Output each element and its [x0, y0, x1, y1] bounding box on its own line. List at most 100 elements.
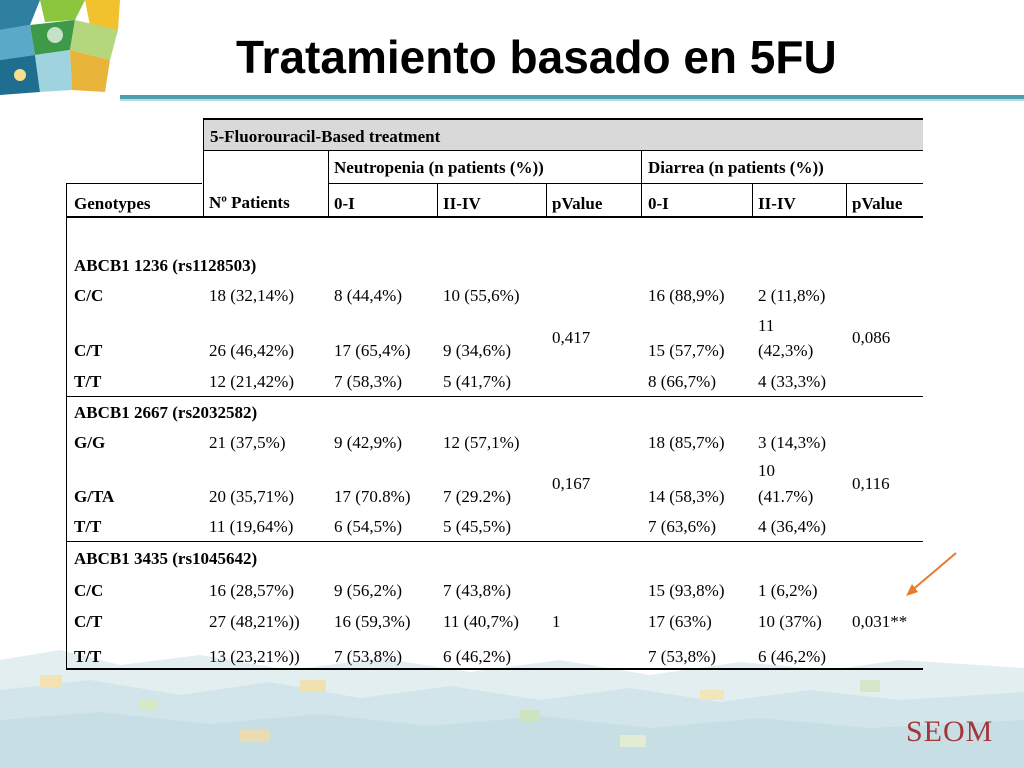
neut-0i-cell: 7 (58,3%) — [334, 372, 402, 391]
group-header: 5-Fluorouracil-Based treatment — [210, 127, 441, 146]
genotype-cell: C/T — [74, 612, 103, 631]
neut-iiiv-cell: 5 (45,5%) — [443, 517, 511, 536]
patients-cell: 27 (48,21%)) — [209, 612, 300, 631]
neut-iiiv-cell: 6 (46,2%) — [443, 647, 511, 666]
diar-0i-cell: 15 (93,8%) — [648, 581, 725, 600]
patients-cell: 16 (28,57%) — [209, 581, 294, 600]
corner-mosaic-logo — [0, 0, 120, 96]
title-accent-bar-light — [120, 99, 1024, 101]
neut-0i-cell: 9 (42,9%) — [334, 433, 402, 452]
section-title: ABCB1 2667 (rs2032582) — [74, 403, 258, 422]
rule — [328, 150, 329, 217]
orange-arrow-icon — [906, 552, 957, 596]
diar-0i-cell: 15 (57,7%) — [648, 341, 725, 360]
genotype-cell: G/TA — [74, 487, 115, 506]
neut-iiiv-cell: 7 (29.2%) — [443, 487, 511, 506]
neut-0i-cell: 17 (65,4%) — [334, 341, 411, 360]
diar-0i-cell: 17 (63%) — [648, 612, 712, 631]
diar-0i-cell: 7 (63,6%) — [648, 517, 716, 536]
neut-0i-cell: 7 (53,8%) — [334, 647, 402, 666]
neut-iiiv-cell: 12 (57,1%) — [443, 433, 520, 452]
genotype-cell: C/C — [74, 286, 104, 305]
genotype-cell: T/T — [74, 517, 102, 536]
neut-0i-cell: 17 (70.8%) — [334, 487, 411, 506]
diar-pvalue-cell: 0,031** — [852, 612, 908, 631]
diar-iiiv-cell: 4 (33,3%) — [758, 372, 826, 391]
neutropenia-header: Neutropenia (n patients (%)) — [334, 158, 544, 177]
rule — [328, 183, 923, 184]
rule — [203, 118, 204, 217]
seom-logo-text: SEOM — [906, 715, 994, 748]
rule — [641, 150, 642, 217]
page-title: Tratamiento basado en 5FU — [236, 31, 837, 83]
col-diar-pvalue: pValue — [852, 194, 903, 213]
col-neut-pvalue: pValue — [552, 194, 603, 213]
neut-0i-cell: 8 (44,4%) — [334, 286, 402, 305]
neut-0i-cell: 9 (56,2%) — [334, 581, 402, 600]
patients-cell: 26 (46,42%) — [209, 341, 294, 360]
diar-iiiv-cell-cont: (42,3%) — [758, 341, 814, 360]
rule — [752, 183, 753, 217]
rule — [204, 150, 923, 151]
diar-iiiv-cell: 10 (37%) — [758, 612, 822, 631]
genotype-cell: T/T — [74, 647, 102, 666]
rule — [66, 183, 67, 669]
patients-cell: 21 (37,5%) — [209, 433, 286, 452]
diarrea-header: Diarrea (n patients (%)) — [648, 158, 824, 177]
col-genotypes: Genotypes — [74, 194, 151, 213]
neut-iiiv-cell: 9 (34,6%) — [443, 341, 511, 360]
col-patients: Nº Patients — [209, 193, 290, 212]
diar-0i-cell: 14 (58,3%) — [648, 487, 725, 506]
genotype-cell: C/C — [74, 581, 104, 600]
patients-cell: 11 (19,64%) — [209, 517, 294, 536]
patients-cell: 20 (35,71%) — [209, 487, 294, 506]
neut-0i-cell: 6 (54,5%) — [334, 517, 402, 536]
col-diar-iiiv: II-IV — [758, 194, 796, 213]
rule — [846, 183, 847, 217]
bottom-mosaic-decoration — [0, 620, 1024, 768]
neut-iiiv-cell: 5 (41,7%) — [443, 372, 511, 391]
patients-cell: 13 (23,21%)) — [209, 647, 300, 666]
genotype-cell: T/T — [74, 372, 102, 391]
patients-cell: 18 (32,14%) — [209, 286, 294, 305]
neut-pvalue-cell: 1 — [552, 612, 561, 631]
diar-pvalue-cell: 0,116 — [852, 474, 890, 493]
diar-iiiv-cell-cont: (41.7%) — [758, 487, 814, 506]
neut-iiiv-cell: 10 (55,6%) — [443, 286, 520, 305]
genotype-cell: C/T — [74, 341, 103, 360]
diar-0i-cell: 16 (88,9%) — [648, 286, 725, 305]
rule — [204, 118, 923, 120]
rule — [437, 183, 438, 217]
diar-iiiv-cell: 6 (46,2%) — [758, 647, 826, 666]
col-neut-iiiv: II-IV — [443, 194, 481, 213]
diar-iiiv-cell: 11 — [758, 316, 775, 335]
diar-pvalue-cell: 0,086 — [852, 328, 891, 347]
section-title: ABCB1 3435 (rs1045642) — [74, 549, 258, 568]
rule — [66, 668, 923, 670]
col-neut-0i: 0-I — [334, 194, 355, 213]
diar-iiiv-cell: 4 (36,4%) — [758, 517, 826, 536]
col-diar-0i: 0-I — [648, 194, 669, 213]
diar-0i-cell: 18 (85,7%) — [648, 433, 725, 452]
table-header-fill — [204, 119, 923, 151]
rule — [66, 216, 923, 218]
title-accent-bar — [120, 95, 1024, 99]
diar-iiiv-cell: 3 (14,3%) — [758, 433, 826, 452]
diar-0i-cell: 7 (53,8%) — [648, 647, 716, 666]
patients-cell: 12 (21,42%) — [209, 372, 294, 391]
section-title: ABCB1 1236 (rs1128503) — [74, 256, 257, 275]
rule — [66, 396, 923, 397]
neut-pvalue-cell: 0,417 — [552, 328, 591, 347]
neut-pvalue-cell: 0,167 — [552, 474, 591, 493]
genotype-cell: G/G — [74, 433, 106, 452]
neut-iiiv-cell: 11 (40,7%) — [443, 612, 519, 631]
rule — [66, 183, 202, 184]
rule — [66, 541, 923, 542]
diar-iiiv-cell: 10 — [758, 461, 775, 480]
diar-iiiv-cell: 2 (11,8%) — [758, 286, 826, 305]
diar-iiiv-cell: 1 (6,2%) — [758, 581, 818, 600]
rule — [546, 183, 547, 217]
diar-0i-cell: 8 (66,7%) — [648, 372, 716, 391]
neut-iiiv-cell: 7 (43,8%) — [443, 581, 511, 600]
